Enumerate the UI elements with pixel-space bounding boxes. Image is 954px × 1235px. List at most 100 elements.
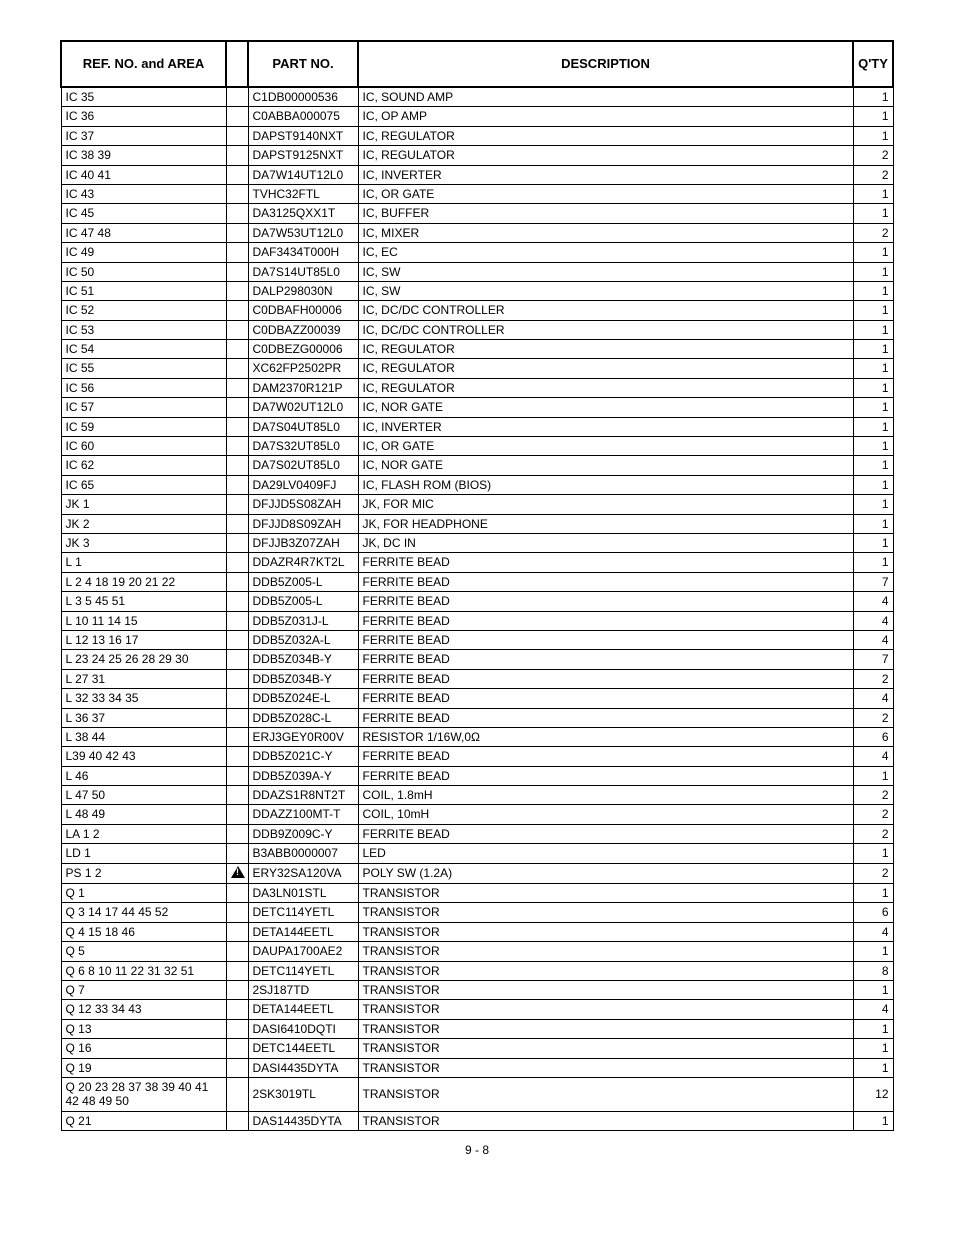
cell-desc: TRANSISTOR (358, 1111, 853, 1130)
cell-qty: 4 (853, 611, 893, 630)
cell-qty: 1 (853, 844, 893, 863)
cell-part: DAS14435DYTA (248, 1111, 358, 1130)
cell-desc: FERRITE BEAD (358, 689, 853, 708)
cell-ref: L 32 33 34 35 (61, 689, 226, 708)
cell-mark (226, 475, 248, 494)
cell-mark (226, 398, 248, 417)
table-row: PS 1 2ERY32SA120VAPOLY SW (1.2A)2 (61, 863, 893, 883)
table-row: Q 1DA3LN01STLTRANSISTOR1 (61, 884, 893, 903)
cell-qty: 2 (853, 824, 893, 843)
cell-mark (226, 708, 248, 727)
cell-desc: FERRITE BEAD (358, 611, 853, 630)
table-row: Q 21 DAS14435DYTATRANSISTOR1 (61, 1111, 893, 1130)
cell-desc: LED (358, 844, 853, 863)
cell-desc: FERRITE BEAD (358, 553, 853, 572)
cell-qty: 1 (853, 553, 893, 572)
cell-qty: 2 (853, 863, 893, 883)
cell-qty: 1 (853, 262, 893, 281)
cell-mark (226, 884, 248, 903)
cell-desc: FERRITE BEAD (358, 572, 853, 591)
cell-ref: Q 20 23 28 37 38 39 40 41 42 48 49 50 (61, 1077, 226, 1111)
cell-mark (226, 1077, 248, 1111)
cell-desc: IC, REGULATOR (358, 126, 853, 145)
cell-ref: L 36 37 (61, 708, 226, 727)
cell-ref: IC 47 48 (61, 223, 226, 242)
table-row: IC 50DA7S14UT85L0IC, SW1 (61, 262, 893, 281)
cell-qty: 1 (853, 243, 893, 262)
cell-mark (226, 611, 248, 630)
cell-desc: RESISTOR 1/16W,0Ω (358, 727, 853, 746)
table-row: IC 52C0DBAFH00006IC, DC/DC CONTROLLER1 (61, 301, 893, 320)
cell-qty: 1 (853, 204, 893, 223)
cell-mark (226, 942, 248, 961)
table-row: L 32 33 34 35DDB5Z024E-LFERRITE BEAD4 (61, 689, 893, 708)
cell-part: DA7S14UT85L0 (248, 262, 358, 281)
cell-part: C0ABBA000075 (248, 107, 358, 126)
cell-qty: 4 (853, 689, 893, 708)
table-row: Q 16DETC144EETLTRANSISTOR1 (61, 1039, 893, 1058)
cell-part: DDB5Z021C-Y (248, 747, 358, 766)
cell-part: DDB5Z039A-Y (248, 766, 358, 785)
cell-qty: 1 (853, 942, 893, 961)
cell-qty: 1 (853, 1111, 893, 1130)
cell-desc: JK, FOR HEADPHONE (358, 514, 853, 533)
cell-qty: 1 (853, 378, 893, 397)
cell-part: DETC114YETL (248, 961, 358, 980)
cell-ref: IC 51 (61, 281, 226, 300)
cell-ref: IC 65 (61, 475, 226, 494)
cell-desc: FERRITE BEAD (358, 630, 853, 649)
cell-qty: 4 (853, 747, 893, 766)
cell-part: DAF3434T000H (248, 243, 358, 262)
cell-ref: L39 40 42 43 (61, 747, 226, 766)
cell-mark (226, 689, 248, 708)
cell-mark (226, 824, 248, 843)
table-body: IC 35C1DB00000536IC, SOUND AMP1IC 36C0AB… (61, 87, 893, 1131)
cell-qty: 2 (853, 669, 893, 688)
col-desc: DESCRIPTION (358, 41, 853, 87)
cell-ref: IC 38 39 (61, 146, 226, 165)
cell-ref: Q 21 (61, 1111, 226, 1130)
cell-part: DAM2370R121P (248, 378, 358, 397)
table-row: Q 12 33 34 43DETA144EETLTRANSISTOR4 (61, 1000, 893, 1019)
cell-mark (226, 146, 248, 165)
cell-qty: 1 (853, 456, 893, 475)
cell-qty: 1 (853, 495, 893, 514)
cell-part: DETC144EETL (248, 1039, 358, 1058)
cell-qty: 1 (853, 107, 893, 126)
cell-qty: 6 (853, 903, 893, 922)
cell-ref: IC 37 (61, 126, 226, 145)
cell-mark (226, 922, 248, 941)
table-row: Q 4 15 18 46DETA144EETLTRANSISTOR4 (61, 922, 893, 941)
cell-desc: JK, FOR MIC (358, 495, 853, 514)
cell-ref: L 12 13 16 17 (61, 630, 226, 649)
cell-qty: 1 (853, 87, 893, 107)
cell-desc: COIL, 10mH (358, 805, 853, 824)
cell-part: DALP298030N (248, 281, 358, 300)
cell-qty: 7 (853, 572, 893, 591)
table-row: IC 36C0ABBA000075IC, OP AMP1 (61, 107, 893, 126)
table-row: L 12 13 16 17DDB5Z032A-LFERRITE BEAD4 (61, 630, 893, 649)
cell-desc: IC, OP AMP (358, 107, 853, 126)
cell-ref: IC 40 41 (61, 165, 226, 184)
cell-mark (226, 903, 248, 922)
table-row: IC 62DA7S02UT85L0IC, NOR GATE1 (61, 456, 893, 475)
cell-mark (226, 456, 248, 475)
cell-ref: L 3 5 45 51 (61, 592, 226, 611)
cell-qty: 1 (853, 533, 893, 552)
cell-ref: IC 56 (61, 378, 226, 397)
cell-ref: IC 60 (61, 437, 226, 456)
cell-desc: FERRITE BEAD (358, 708, 853, 727)
table-row: IC 51DALP298030NIC, SW1 (61, 281, 893, 300)
cell-mark (226, 1058, 248, 1077)
cell-part: C0DBAZZ00039 (248, 320, 358, 339)
cell-part: 2SJ187TD (248, 980, 358, 999)
cell-desc: FERRITE BEAD (358, 669, 853, 688)
cell-qty: 1 (853, 514, 893, 533)
cell-mark (226, 844, 248, 863)
cell-part: DDB5Z034B-Y (248, 669, 358, 688)
cell-mark (226, 359, 248, 378)
cell-part: DA7S04UT85L0 (248, 417, 358, 436)
cell-part: C0DBAFH00006 (248, 301, 358, 320)
table-row: L 47 50DDAZS1R8NT2TCOIL, 1.8mH2 (61, 786, 893, 805)
cell-part: 2SK3019TL (248, 1077, 358, 1111)
